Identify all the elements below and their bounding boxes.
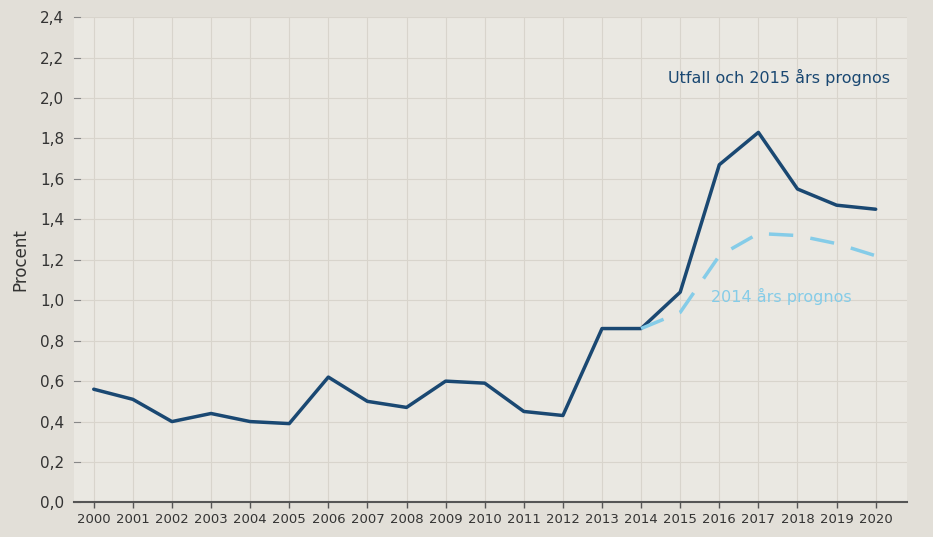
Text: 2014 års prognos: 2014 års prognos	[712, 288, 852, 304]
Y-axis label: Procent: Procent	[11, 228, 29, 291]
Text: Utfall och 2015 års prognos: Utfall och 2015 års prognos	[668, 69, 890, 86]
